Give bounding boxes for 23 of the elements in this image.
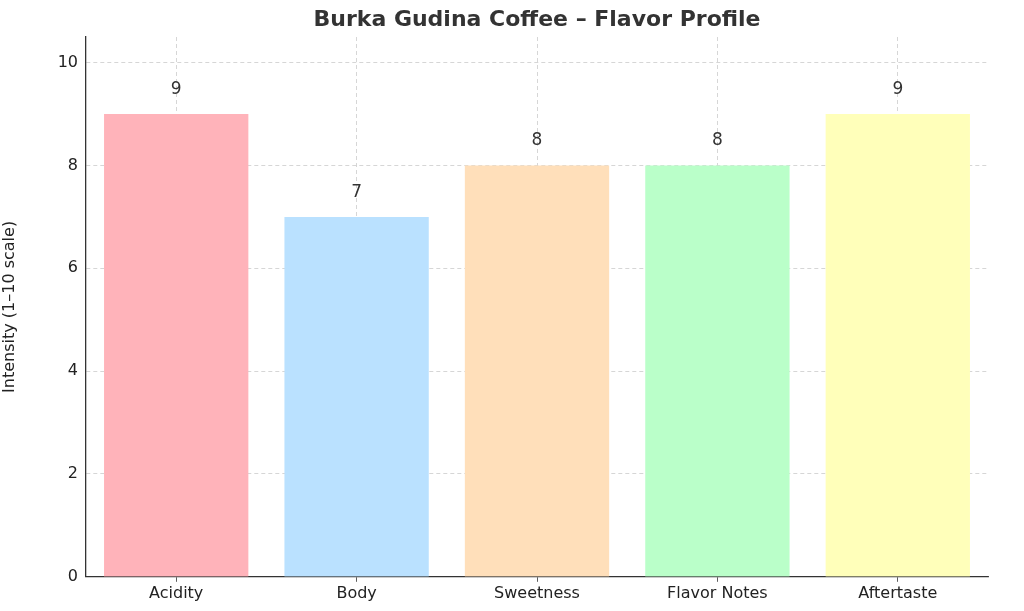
bar xyxy=(464,165,610,577)
x-tick-label: Acidity xyxy=(149,582,204,602)
y-axis-title: Intensity (1–10 scale) xyxy=(0,220,18,393)
data-label: 8 xyxy=(711,129,723,150)
x-tick-label: Aftertaste xyxy=(858,582,938,602)
data-label: 9 xyxy=(892,78,904,99)
bar xyxy=(825,114,970,577)
x-tick-label: Sweetness xyxy=(494,582,580,602)
data-label: 8 xyxy=(531,129,543,150)
y-tick-label: 0 xyxy=(67,565,78,585)
y-tick-label: 10 xyxy=(57,51,78,71)
x-tick-label: Flavor Notes xyxy=(667,582,768,602)
data-label: 7 xyxy=(351,180,363,201)
data-label: 9 xyxy=(170,78,182,99)
bar xyxy=(284,216,429,577)
y-tick-label: 2 xyxy=(67,463,78,483)
chart-title: Burka Gudina Coffee – Flavor Profile xyxy=(313,5,761,31)
y-tick-label: 8 xyxy=(67,154,78,174)
y-tick-label: 6 xyxy=(67,257,78,277)
bar xyxy=(645,165,790,577)
y-tick-label: 4 xyxy=(67,360,78,380)
x-tick-label: Body xyxy=(336,582,377,602)
bar xyxy=(104,114,249,577)
